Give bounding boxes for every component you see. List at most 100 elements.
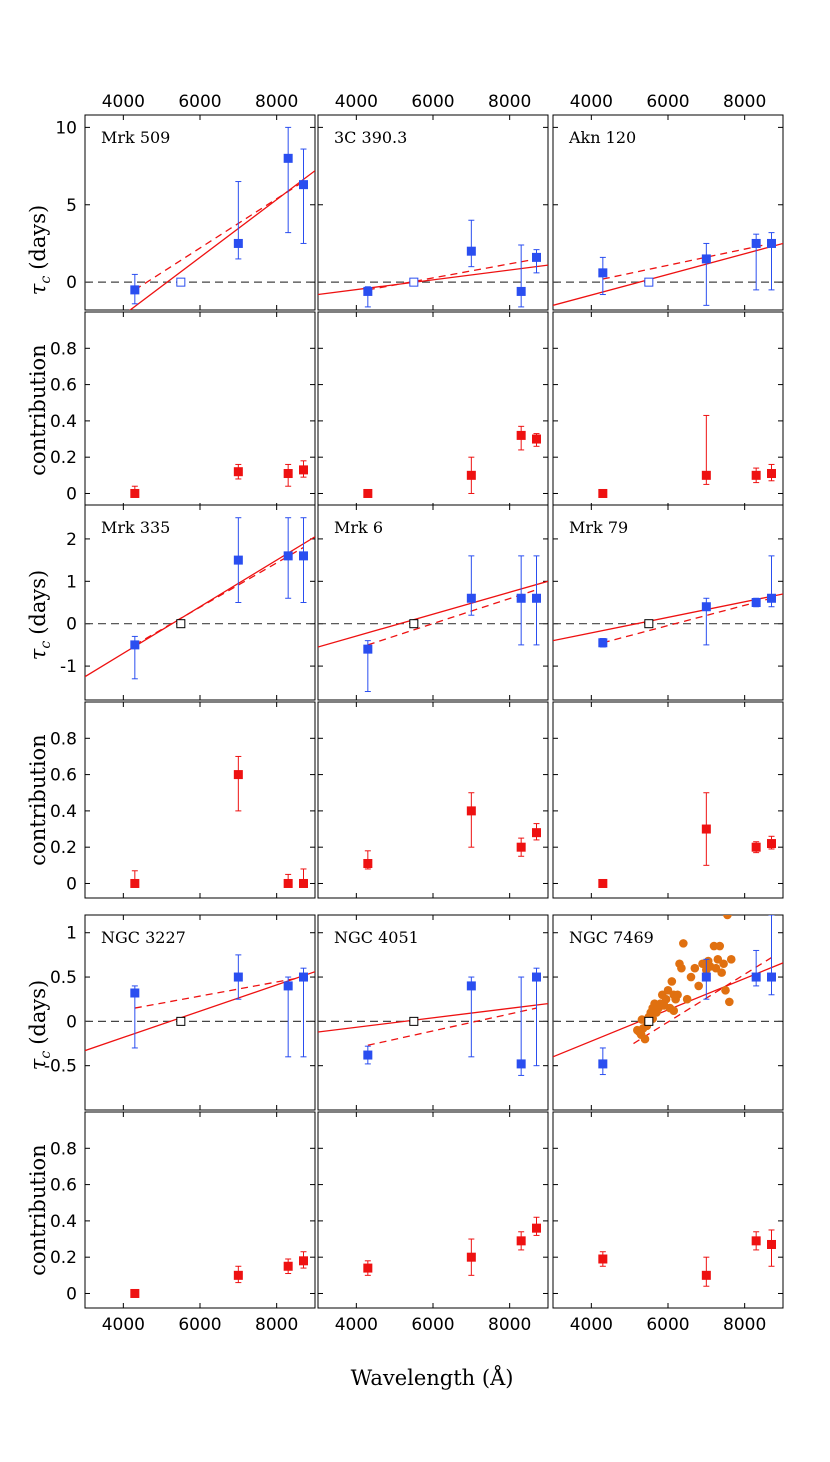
tau-symbol-2: τ — [26, 648, 50, 660]
panel-title: NGC 3227 — [101, 928, 186, 947]
tau-axes-frame — [552, 504, 784, 701]
contrib-point — [233, 770, 243, 780]
panel-title: 3C 390.3 — [334, 128, 407, 147]
y-tick-label: 5 — [66, 196, 77, 216]
tau-point — [532, 252, 541, 262]
contrib-point — [130, 488, 140, 498]
contrib-point — [466, 470, 476, 480]
tau-point — [598, 1059, 608, 1069]
contrib-point — [767, 839, 776, 849]
contrib-point — [299, 465, 308, 475]
panel-ngc-3227: -0.5 0 0.5 1 NGC 3227 0 0.2 0.4 0.6 0.8 4000 6000 80… — [44, 914, 316, 1335]
contrib-point — [130, 1288, 140, 1298]
contrib-point — [751, 1236, 761, 1246]
contrib-plot-area — [598, 1229, 776, 1287]
tau-plot-area — [318, 555, 548, 693]
x-tick-label-bottom: 4000 — [335, 1315, 378, 1335]
fit-line-dashed — [367, 1007, 537, 1046]
y-tick-label: 0.6 — [50, 1176, 77, 1196]
extra-data-point — [679, 939, 688, 948]
panel-mrk-335: -1 0 1 2 Mrk 335 0 0.2 0.4 0.6 0.8 — [50, 504, 316, 899]
tau-point — [233, 238, 243, 248]
fit-line-dashed — [602, 242, 772, 280]
x-tick-label-bottom: 4000 — [570, 1315, 613, 1335]
panel-mrk-79: Mrk 79 — [552, 504, 784, 899]
tau-plot-area — [318, 967, 548, 1076]
extra-data-point — [726, 955, 736, 964]
contrib-point — [130, 878, 140, 888]
contrib-point — [283, 878, 293, 888]
y-tick-label: 0.2 — [50, 1248, 77, 1268]
contrib-point — [532, 434, 541, 444]
y-tick-label: 0.8 — [50, 339, 77, 359]
extra-data-point — [723, 915, 732, 920]
tau-point — [516, 286, 526, 296]
x-axis-label: Wavelength (Å) — [351, 1365, 514, 1390]
fit-line-dashed — [633, 956, 772, 1045]
tau-point — [701, 602, 711, 612]
extra-data-point — [667, 977, 677, 986]
contrib-point — [767, 469, 776, 479]
tau-point — [751, 972, 761, 982]
y-tick-label: 0.2 — [50, 838, 77, 858]
extra-data-point — [661, 994, 671, 1004]
reference-point — [644, 277, 654, 287]
extra-data-point — [677, 963, 686, 973]
extra-data-point — [634, 1027, 644, 1037]
tau-point — [767, 972, 776, 982]
extra-data-point — [694, 981, 703, 991]
y-tick-label: -0.5 — [44, 1057, 77, 1077]
contrib-plot-area — [598, 792, 776, 888]
reference-point — [644, 619, 654, 629]
y-tick-label: 0.8 — [50, 729, 77, 749]
x-tick-label-top: 6000 — [411, 92, 454, 112]
tau-point — [130, 640, 140, 650]
tau-point — [767, 593, 776, 603]
tau-point — [516, 1059, 526, 1069]
panel-3c-390.3: 4000 6000 8000 3C 390.3 — [317, 92, 549, 509]
fit-line-solid — [318, 580, 548, 648]
contrib-axes-frame — [84, 311, 316, 509]
y-axis-label-contrib-2: contribution — [26, 734, 50, 865]
tau-unit-2: (days) — [26, 570, 50, 635]
tau-point — [233, 555, 243, 565]
contrib-point — [701, 470, 711, 480]
x-tick-label-top: 6000 — [178, 92, 221, 112]
extra-data-point — [721, 986, 730, 995]
tau-axes-frame — [84, 504, 316, 701]
extra-data-point — [682, 994, 692, 1004]
contrib-point — [516, 842, 526, 852]
contrib-point — [516, 430, 526, 440]
x-tick-label-top: 6000 — [646, 92, 689, 112]
y-tick-label: 0.5 — [50, 968, 77, 988]
reference-point — [409, 1016, 419, 1026]
contrib-axes-frame — [84, 701, 316, 899]
y-tick-label: -1 — [60, 657, 77, 677]
reference-point — [409, 277, 419, 287]
tau-plot-area — [85, 517, 315, 680]
fit-line-dashed — [134, 546, 304, 646]
tau-point — [532, 593, 541, 603]
y-tick-label: 0.4 — [50, 412, 77, 432]
tau-axes-frame — [84, 114, 316, 311]
reference-point — [644, 1016, 654, 1026]
contrib-axes-frame — [552, 1111, 784, 1309]
panel-title: NGC 7469 — [569, 928, 654, 947]
tau-plot-area — [553, 915, 783, 1076]
x-tick-label-bottom: 4000 — [102, 1315, 145, 1335]
tau-unit: (days) — [26, 205, 50, 270]
contrib-plot-area — [130, 1251, 308, 1298]
y-tick-label: 1 — [66, 572, 77, 592]
tau-unit-3: (days) — [26, 980, 50, 1045]
tau-point — [363, 644, 373, 654]
y-tick-label: 0.6 — [50, 766, 77, 786]
tau-point — [299, 972, 308, 982]
tau-subscript-2: c — [38, 641, 54, 649]
y-tick-label: 0 — [66, 615, 77, 635]
extra-data-point — [690, 963, 700, 973]
y-tick-label: 0 — [66, 1012, 77, 1032]
tau-point — [751, 238, 761, 248]
tau-point — [751, 598, 761, 607]
reference-point — [176, 619, 186, 629]
